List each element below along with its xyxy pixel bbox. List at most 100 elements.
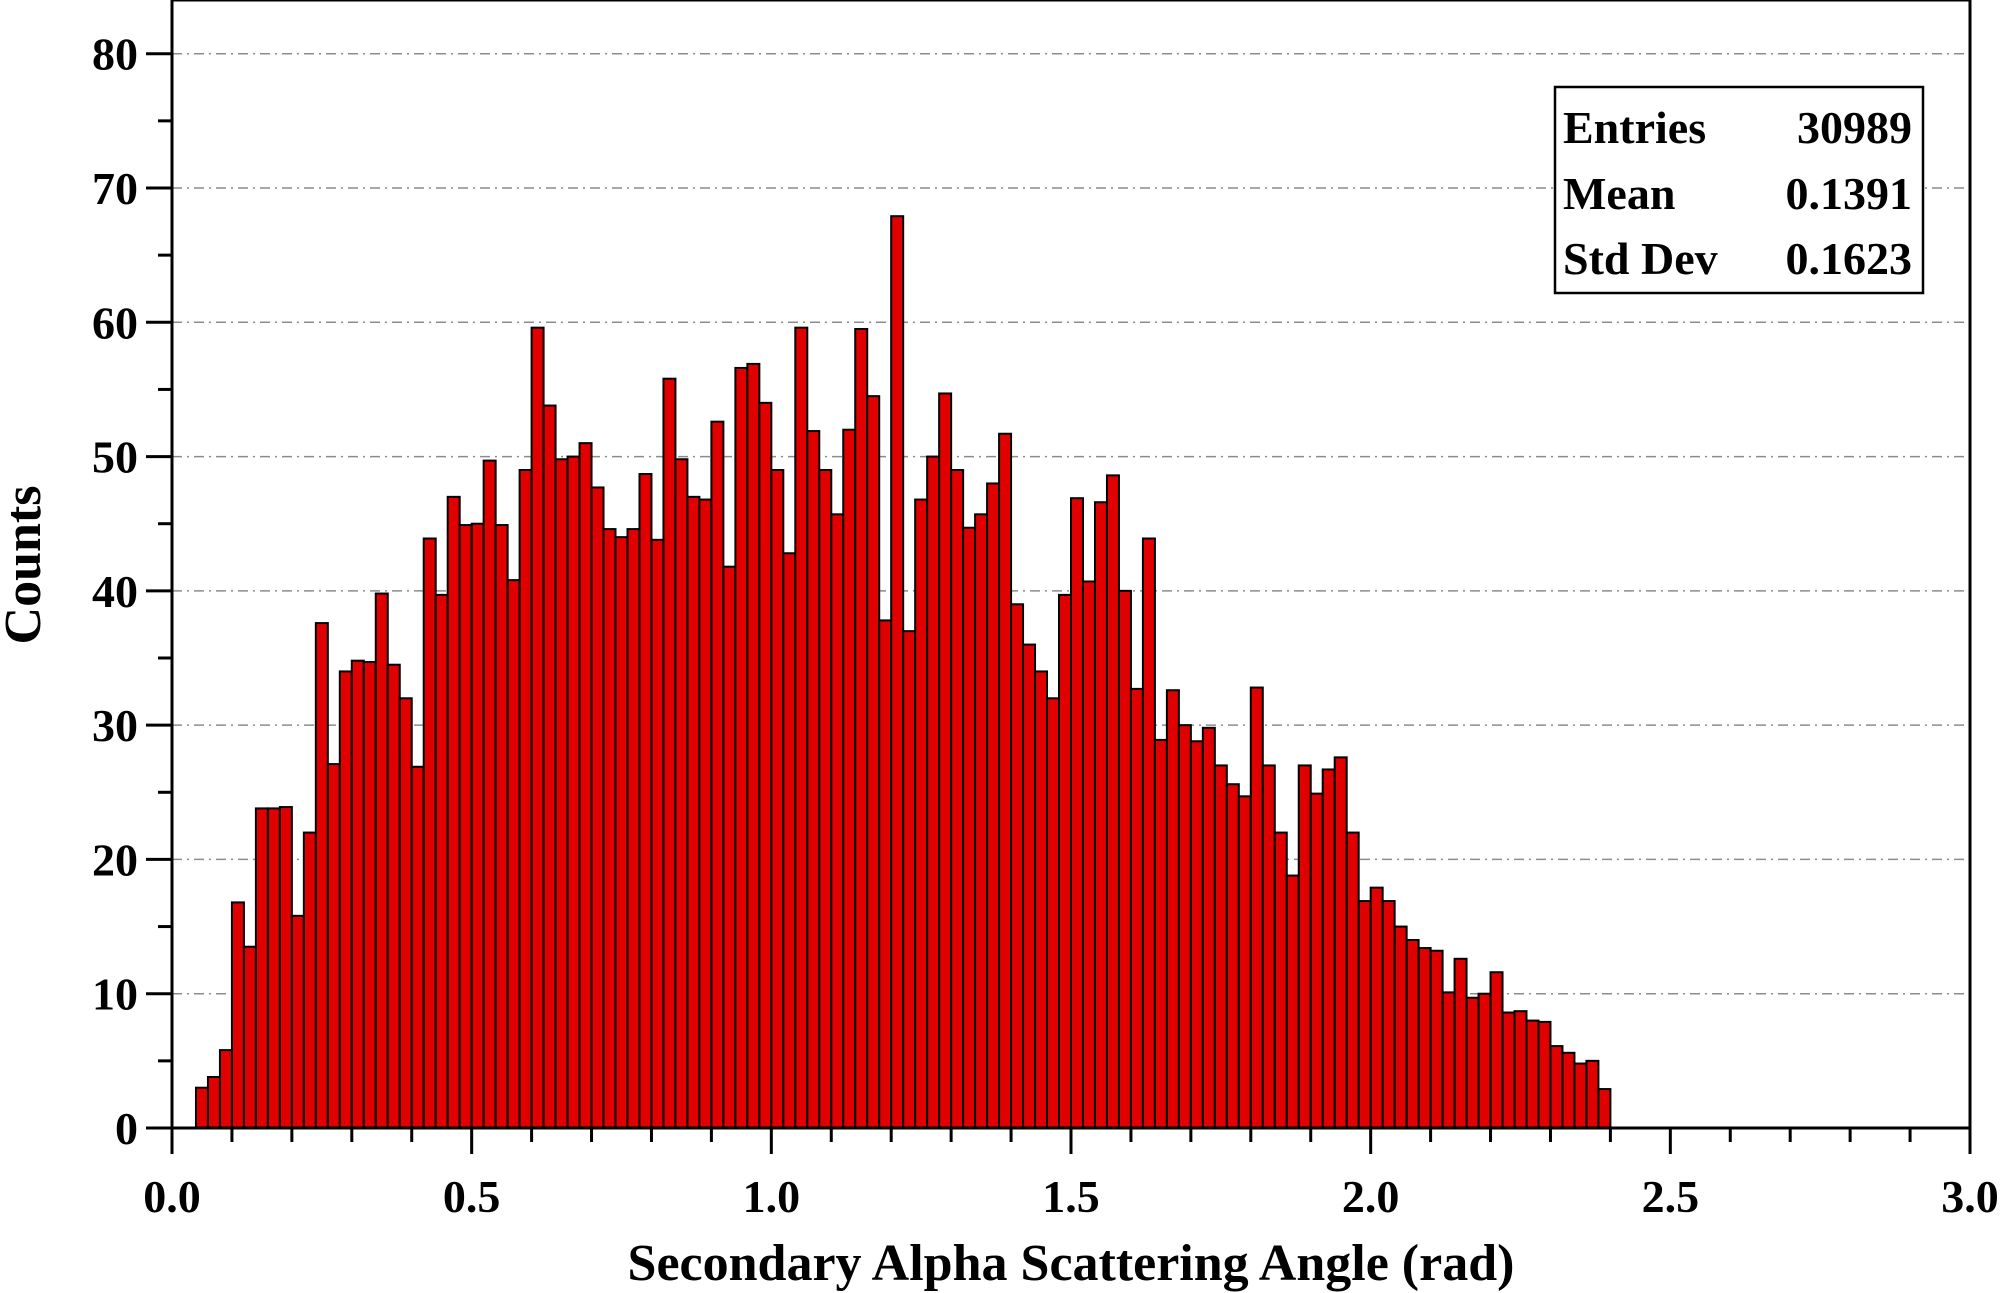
histogram-bar (1513, 1010, 1528, 1130)
stats-mean-label: Mean (1563, 168, 1675, 219)
histogram-bar (1070, 497, 1084, 1129)
histogram-bar (1405, 939, 1420, 1129)
histogram-bar (398, 697, 413, 1129)
histogram-bar (998, 432, 1013, 1129)
stats-box: Entries 30989 Mean 0.1391 Std Dev 0.1623 (1553, 85, 1925, 295)
histogram-bar (674, 458, 689, 1129)
histogram-bar (1177, 724, 1192, 1130)
histogram-bar (1357, 900, 1372, 1129)
x-tick-label: 1.0 (743, 1171, 801, 1222)
y-tick-label: 20 (92, 834, 138, 885)
histogram-bar (710, 420, 725, 1129)
histogram-bar (1549, 1045, 1564, 1129)
histogram-bar (830, 513, 845, 1129)
histogram-bar (698, 498, 713, 1129)
histogram-bar (1369, 886, 1384, 1130)
histogram-bar (974, 513, 989, 1129)
y-tick-label: 60 (92, 297, 138, 348)
histogram-bar (1213, 764, 1228, 1130)
y-tick-label: 80 (92, 29, 138, 80)
histogram-bar (1225, 783, 1240, 1129)
histogram-bar (986, 482, 1001, 1129)
histogram-bar (386, 663, 401, 1129)
histogram-bar (1393, 925, 1408, 1129)
histogram-bar (1285, 874, 1300, 1129)
histogram-bar (686, 495, 701, 1130)
histogram-bar (194, 1086, 209, 1129)
histogram-bar (410, 765, 425, 1129)
histogram-bar (230, 901, 245, 1130)
histogram-bar (338, 670, 353, 1130)
histogram-bar (350, 659, 365, 1130)
histogram-bar (1537, 1020, 1552, 1130)
histogram-bar (290, 914, 305, 1129)
histogram-bar (446, 495, 461, 1130)
histogram-bar (1093, 501, 1108, 1129)
y-tick-labels: 0 10 20 30 40 50 60 70 80 (92, 29, 138, 1154)
histogram-bar (1141, 537, 1156, 1129)
histogram-bar (1561, 1051, 1576, 1130)
histogram-bar (962, 526, 977, 1129)
histogram-bar (806, 430, 821, 1129)
histogram-bar (1081, 580, 1096, 1129)
histogram-bar (482, 459, 497, 1130)
histogram-bar (1189, 740, 1204, 1129)
histogram-bar (1249, 686, 1264, 1129)
histogram-bar (1573, 1062, 1588, 1129)
histogram-bar (1046, 697, 1061, 1129)
histogram-bar (218, 1049, 233, 1129)
histogram-bar (938, 392, 953, 1129)
histogram-bar (1333, 756, 1348, 1129)
histogram-bar (1345, 831, 1360, 1129)
histogram-bar (542, 404, 557, 1129)
histogram-bar (1153, 738, 1168, 1130)
histogram-bar (1165, 689, 1180, 1129)
stats-mean-value: 0.1391 (1786, 168, 1913, 219)
y-axis-title: Counts (0, 486, 52, 645)
histogram-bar (1105, 474, 1120, 1130)
x-tick-label: 0.0 (143, 1171, 201, 1222)
histogram-bar (206, 1075, 221, 1130)
histogram-bar (794, 326, 809, 1129)
histogram-bar (614, 536, 629, 1129)
axis-ticks (146, 52, 1972, 1154)
histogram-bar (722, 565, 737, 1129)
histogram-bar (1381, 900, 1396, 1129)
histogram-bar (842, 428, 857, 1129)
histogram-bar (1201, 726, 1216, 1129)
histogram-bar (494, 524, 509, 1129)
histogram-bar (902, 630, 917, 1130)
histogram-bar (866, 395, 881, 1129)
x-tick-label: 2.5 (1642, 1171, 1700, 1222)
histogram-bar (1309, 792, 1324, 1130)
histogram-bar (590, 486, 605, 1129)
histogram-bar (734, 366, 749, 1129)
x-tick-label: 3.0 (1941, 1171, 1999, 1222)
histogram-bar (242, 945, 257, 1130)
histogram-bar (1477, 992, 1492, 1130)
x-tick-label: 1.5 (1042, 1171, 1100, 1222)
histogram-bar (1417, 947, 1432, 1129)
histogram-bar (926, 455, 941, 1130)
stats-box-frame (1553, 85, 1925, 295)
histogram-bar (1441, 991, 1456, 1129)
histogram-bar (1058, 593, 1072, 1129)
histogram-bar (470, 522, 485, 1129)
histogram-bar (374, 592, 389, 1129)
stats-std-label: Std Dev (1563, 233, 1718, 284)
histogram-bar (650, 538, 665, 1129)
y-tick-label: 40 (92, 566, 138, 617)
histogram-bar (626, 528, 641, 1129)
histogram-bar (1022, 643, 1037, 1129)
histogram-bar (1453, 957, 1468, 1129)
histogram-bar (326, 763, 341, 1129)
stats-entries-value: 30989 (1797, 102, 1912, 153)
histogram-bar (506, 579, 521, 1129)
histogram-bar (758, 401, 773, 1130)
y-tick-label: 0 (115, 1103, 138, 1154)
histogram-bar (1429, 949, 1444, 1129)
histogram-bar (302, 831, 317, 1129)
histogram-bar (854, 328, 869, 1129)
histogram-bar (818, 469, 833, 1129)
histogram-bar (1297, 764, 1312, 1130)
